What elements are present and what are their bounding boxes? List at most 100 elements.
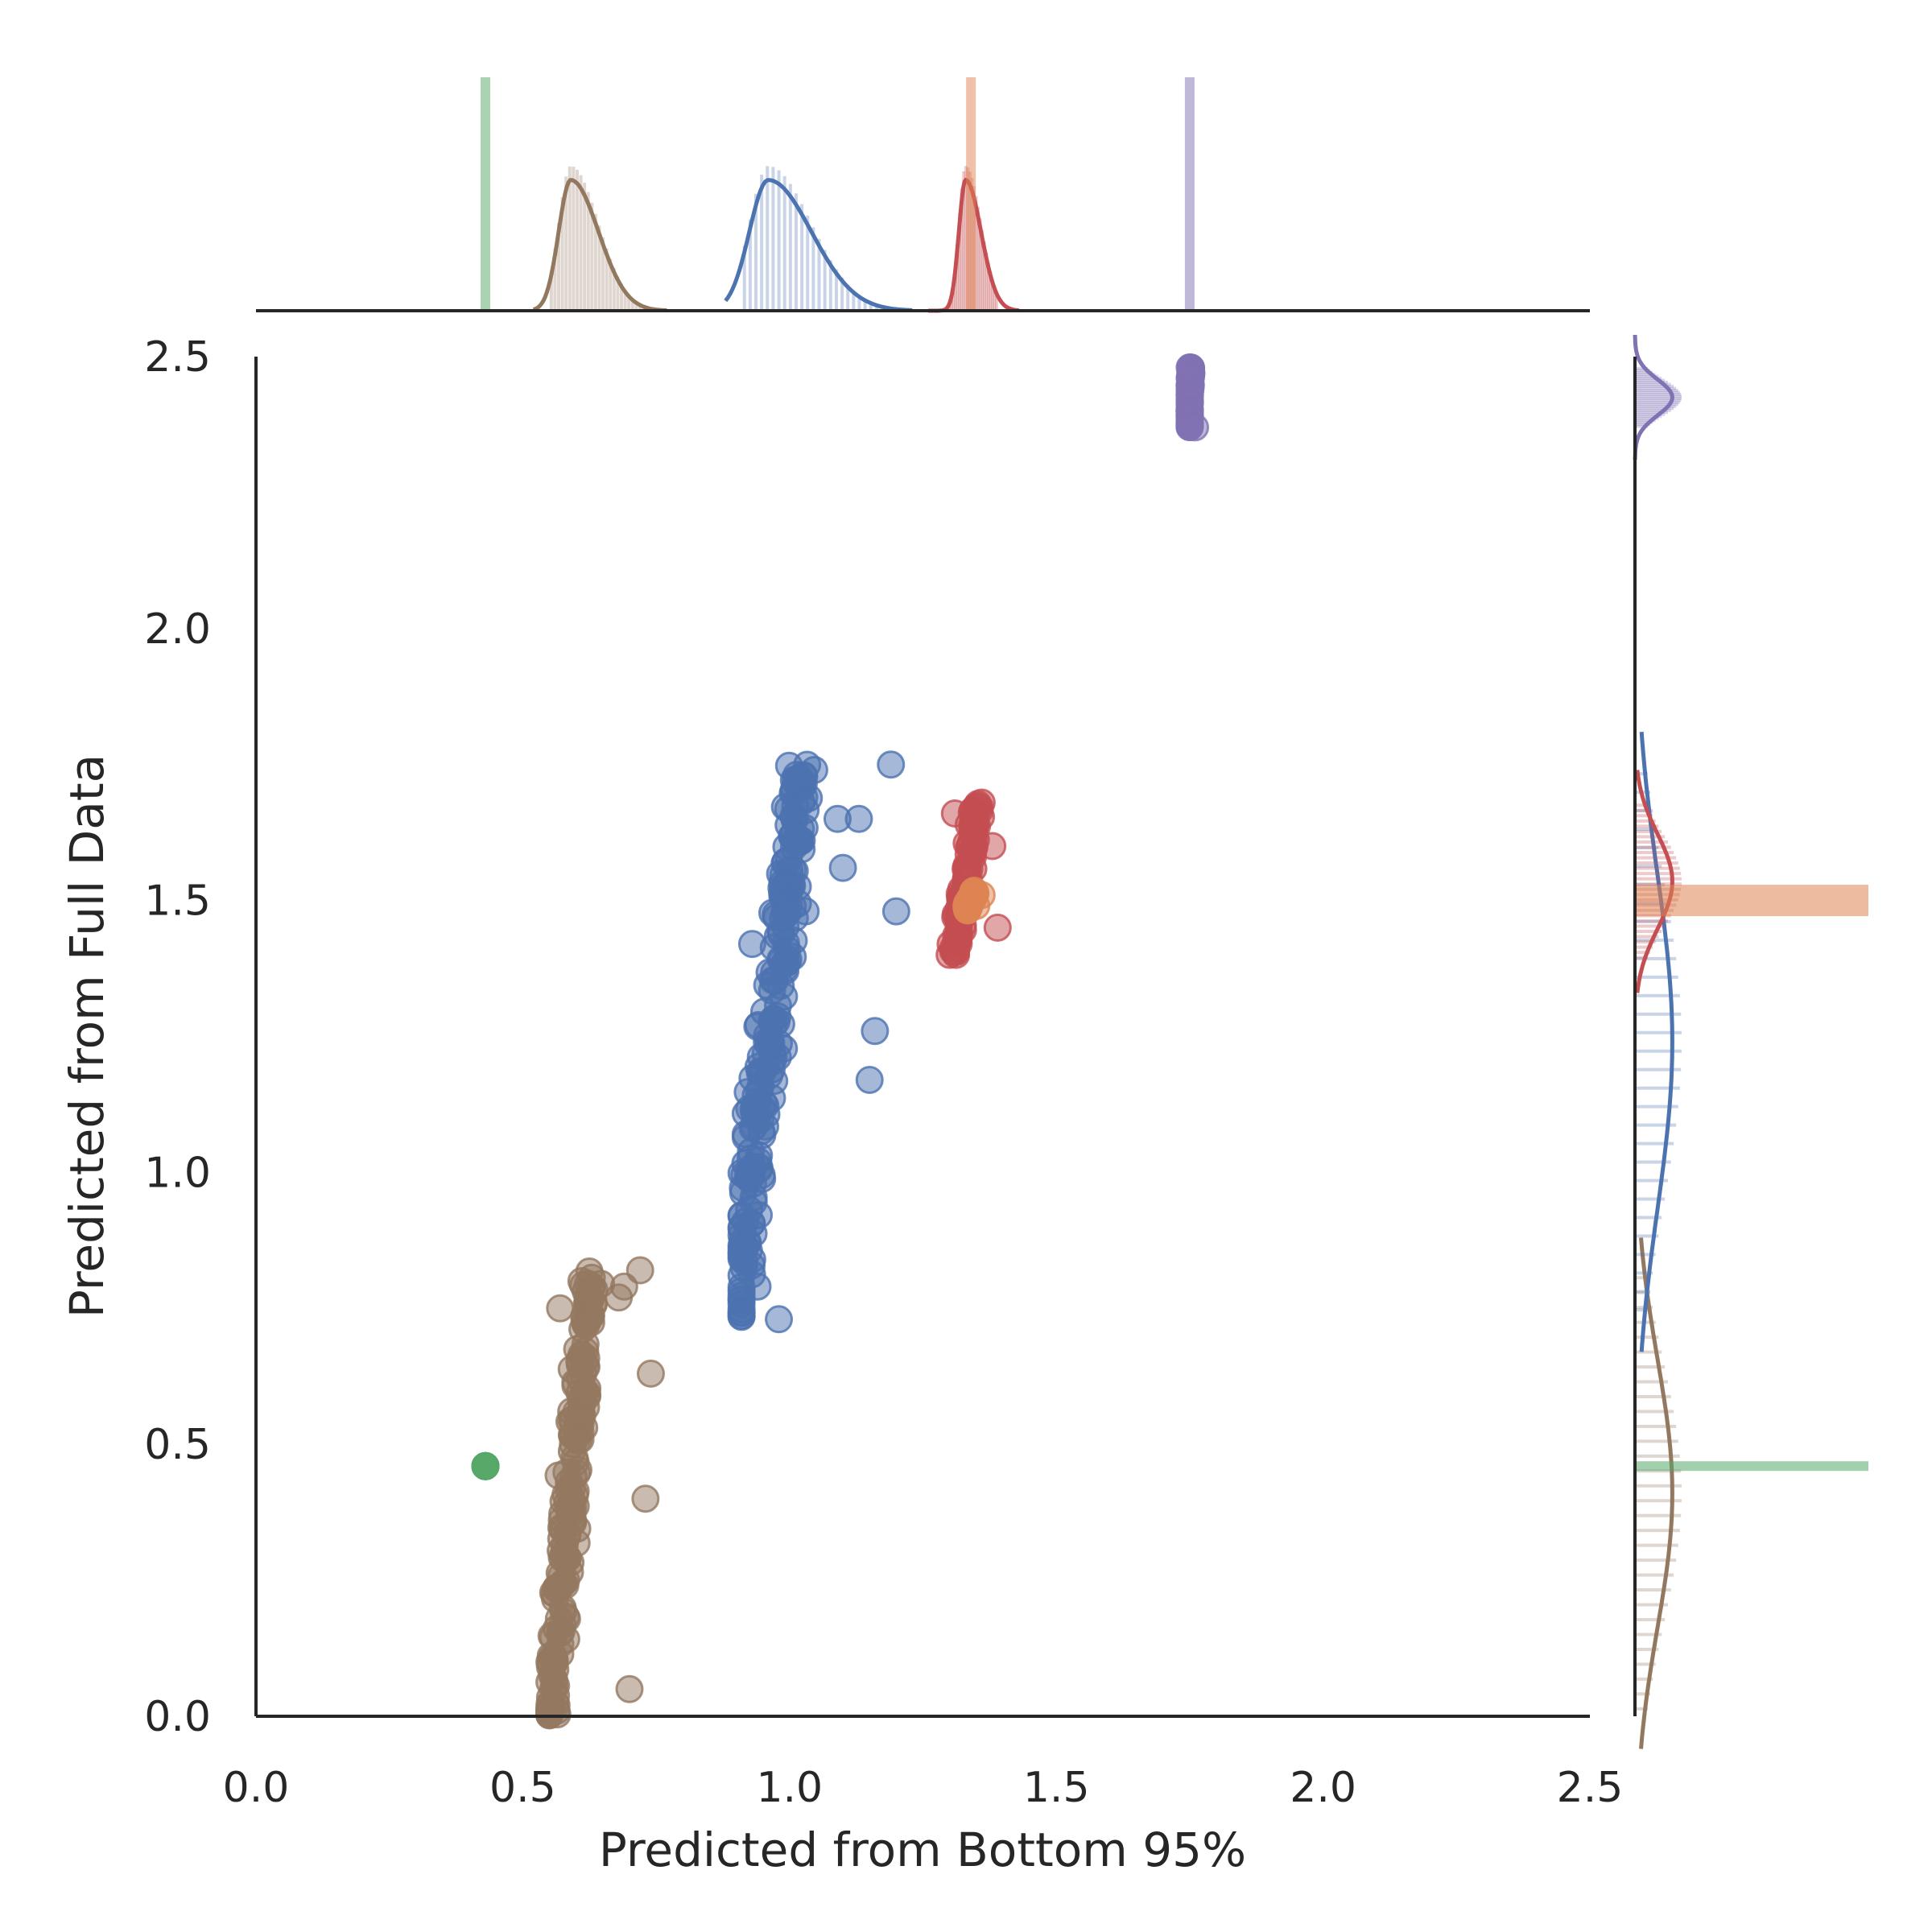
top-marginal-bar xyxy=(995,291,999,311)
top-marginal-bar xyxy=(586,192,590,311)
right-marginal-bar xyxy=(1635,419,1656,423)
top-marginal-bar xyxy=(560,196,564,311)
right-marginal-bar xyxy=(1635,824,1659,828)
top-marginal-bar xyxy=(834,269,838,311)
right-marginal-bar xyxy=(1635,1484,1682,1488)
top-marginal-bar xyxy=(601,237,605,311)
top-marginal-bar xyxy=(630,299,634,311)
scatter-point xyxy=(1181,413,1210,442)
top-marginal-series xyxy=(724,166,913,312)
right-marginal-bar xyxy=(1635,390,1680,394)
top-marginal-bar xyxy=(564,176,568,311)
right-marginal-bar xyxy=(1635,369,1650,373)
right-marginal-bar xyxy=(1635,919,1668,923)
top-marginal-bar xyxy=(954,263,958,311)
top-marginal-bar xyxy=(964,166,968,311)
right-marginal-bar xyxy=(1635,400,1680,404)
top-marginal-bar xyxy=(742,246,746,311)
top-marginal-bar xyxy=(583,183,587,311)
top-marginal-bar xyxy=(782,175,786,311)
top-marginal-bar xyxy=(616,276,620,311)
right-marginal-bar xyxy=(1635,956,1648,960)
scatter-series xyxy=(952,876,996,925)
top-marginal-bar xyxy=(609,258,613,311)
scatter-point xyxy=(636,1359,665,1388)
right-marginal-bar xyxy=(1635,1603,1668,1607)
top-marginal-bar xyxy=(575,169,579,311)
scatter-point xyxy=(799,755,828,784)
top-marginal-bar xyxy=(553,249,557,311)
scatter-point xyxy=(547,1505,576,1534)
top-marginal-bar xyxy=(980,229,985,311)
right-marginal-bar xyxy=(1635,993,1680,997)
right-marginal-bar xyxy=(1635,883,1666,887)
top-marginal-bar xyxy=(634,302,638,311)
right-marginal-bar xyxy=(1635,1394,1671,1398)
right-marginal-bar xyxy=(1635,1588,1671,1592)
right-marginal-bar xyxy=(1635,402,1678,407)
scatter-point xyxy=(791,897,820,926)
x-axis-label: Predicted from Bottom 95% xyxy=(599,1823,1246,1877)
scatter-point xyxy=(758,976,786,1005)
right-marginal-bar xyxy=(1635,366,1648,370)
scatter-point xyxy=(877,750,906,779)
top-marginal-bar xyxy=(620,283,624,311)
right-marginal-bar xyxy=(1635,845,1671,849)
right-marginal-bar xyxy=(1635,803,1648,807)
right-marginal-kde-line xyxy=(1635,770,1674,993)
top-marginal-bar xyxy=(590,202,594,311)
scatter-point xyxy=(615,1674,644,1703)
top-marginal-bar xyxy=(817,238,821,311)
top-marginal-bar xyxy=(986,262,990,311)
scatter-point xyxy=(573,1374,602,1403)
top-marginal-bar xyxy=(760,174,764,311)
right-marginal-bar xyxy=(1635,846,1659,850)
top-marginal-bar xyxy=(840,277,844,311)
right-marginal-bar xyxy=(1635,975,1678,979)
right-marginal-bar xyxy=(1635,396,1682,400)
right-marginal-bar xyxy=(1635,835,1666,839)
right-marginal-bar xyxy=(1635,1086,1680,1090)
right-marginal-bar xyxy=(1635,1160,1671,1164)
scatter-point xyxy=(549,1569,578,1598)
right-marginal-bar xyxy=(1635,1290,1650,1294)
scatter-series xyxy=(535,1256,665,1730)
right-marginal-bar xyxy=(1635,412,1666,416)
top-marginal-bar xyxy=(766,166,770,311)
right-marginal-bar xyxy=(1635,1513,1682,1517)
right-marginal-bar xyxy=(1635,819,1656,823)
right-marginal-bar xyxy=(1635,945,1653,949)
right-marginal-bar xyxy=(1635,1439,1678,1443)
scatter-point xyxy=(553,1543,582,1572)
right-marginal-bar xyxy=(1635,866,1680,870)
top-marginal-bar xyxy=(960,188,964,311)
right-marginal-bar xyxy=(1635,1234,1659,1238)
right-marginal-bar xyxy=(1635,861,1678,865)
scatter-point xyxy=(733,1162,762,1191)
scatter-point xyxy=(546,1640,575,1669)
scatter-point xyxy=(751,1039,780,1068)
right-marginal-bar xyxy=(1635,392,1682,396)
scatter-point xyxy=(605,1283,634,1312)
right-marginal-kde-line xyxy=(1639,1237,1674,1749)
scatter-point xyxy=(855,1066,884,1095)
right-marginal-bar xyxy=(1635,385,1674,389)
right-marginal-bar xyxy=(1635,856,1677,860)
right-marginal-bar xyxy=(1635,398,1682,402)
scatter-point xyxy=(978,832,1007,861)
right-marginal-bar xyxy=(1635,919,1671,923)
y-axis-label: Predicted from Full Data xyxy=(60,754,114,1318)
right-marginal-bar xyxy=(1635,407,1674,411)
scatter-point xyxy=(983,913,1012,942)
scatter-point xyxy=(770,792,799,821)
right-marginal-bar xyxy=(1635,809,1653,813)
top-marginal-bar xyxy=(874,304,878,311)
right-marginal-bar xyxy=(1635,1499,1682,1503)
right-marginal-bar xyxy=(1635,1335,1659,1340)
right-marginal-bar xyxy=(1635,1529,1680,1533)
top-marginal-bar xyxy=(771,167,775,311)
right-marginal-bar xyxy=(1635,404,1677,408)
right-marginal-bar xyxy=(1635,1647,1659,1651)
right-marginal-bar xyxy=(1635,408,1671,412)
right-marginal-bar xyxy=(1635,1617,1666,1621)
